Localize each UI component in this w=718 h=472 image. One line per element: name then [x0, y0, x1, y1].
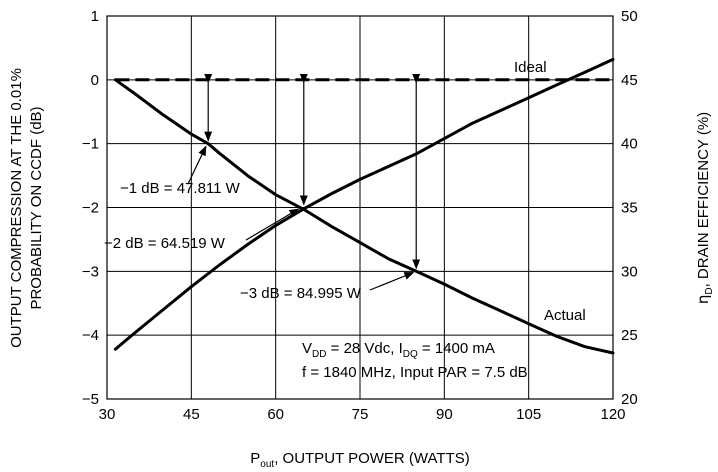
- annotation-1db: −1 dB = 47.811 W: [120, 180, 241, 197]
- x-tick-label: 105: [516, 406, 541, 423]
- x-tick-label: 60: [267, 406, 284, 423]
- leader-arrow: [187, 145, 207, 185]
- svg-text:PROBABILITY ON CCDF (dB): PROBABILITY ON CCDF (dB): [28, 106, 45, 309]
- y-left-tick-label: −3: [82, 263, 99, 280]
- y-left-tick-label: −5: [82, 391, 99, 408]
- y-right-tick-label: 30: [621, 263, 638, 280]
- y-right-tick-label: 40: [621, 136, 638, 153]
- actual-label: Actual: [544, 307, 586, 324]
- series-efficiency-line: [113, 57, 615, 351]
- y-right-tick-label: 20: [621, 391, 638, 408]
- y-left-tick-label: −2: [82, 200, 99, 217]
- svg-text:OUTPUT COMPRESSION AT THE 0.01: OUTPUT COMPRESSION AT THE 0.01%: [8, 68, 25, 348]
- y-right-tick-label: 25: [621, 327, 638, 344]
- x-tick-label: 120: [600, 406, 625, 423]
- y-right-tick-label: 45: [621, 72, 638, 89]
- x-tick-label: 30: [99, 406, 116, 423]
- annotation-arrows: [187, 73, 421, 291]
- y-left-tick-label: −1: [82, 136, 99, 153]
- y-left-axis-title: OUTPUT COMPRESSION AT THE 0.01% PROBABIL…: [8, 68, 45, 348]
- conditions-line-1: VDD = 28 Vdc, IDQ = 1400 mA: [302, 340, 495, 360]
- y-right-tick-label: 35: [621, 200, 638, 217]
- series: [113, 57, 615, 355]
- y-right-tick-label: 50: [621, 8, 638, 25]
- annotation-3db: −3 dB = 84.995 W: [240, 285, 362, 302]
- tick-labels: 30 45 60 75 90 105 120 1 0 −1 −2 −3 −4 −5 50 45 40 35 30 25…: [82, 8, 638, 423]
- x-tick-label: 90: [436, 406, 453, 423]
- x-tick-label: 75: [352, 406, 369, 423]
- x-axis-title: Pout, OUTPUT POWER (WATTS): [250, 450, 469, 470]
- leader-arrow: [245, 208, 300, 241]
- ideal-label: Ideal: [514, 59, 547, 76]
- series-actual-line: [113, 78, 615, 355]
- y-right-axis-title: ηD, DRAIN EFFICIENCY (%): [694, 112, 715, 304]
- y-left-tick-label: 0: [91, 72, 99, 89]
- leader-arrow: [369, 271, 415, 291]
- plot-frame: [106, 15, 614, 400]
- svg-text:ηD, DRAIN EFFICIENCY (%): ηD, DRAIN EFFICIENCY (%): [694, 112, 715, 304]
- y-left-tick-label: 1: [91, 8, 99, 25]
- annotation-2db: −2 dB = 64.519 W: [104, 235, 226, 252]
- conditions-line-2: f = 1840 MHz, Input PAR = 7.5 dB: [302, 364, 528, 381]
- y-left-tick-label: −4: [82, 327, 99, 344]
- x-tick-label: 45: [183, 406, 200, 423]
